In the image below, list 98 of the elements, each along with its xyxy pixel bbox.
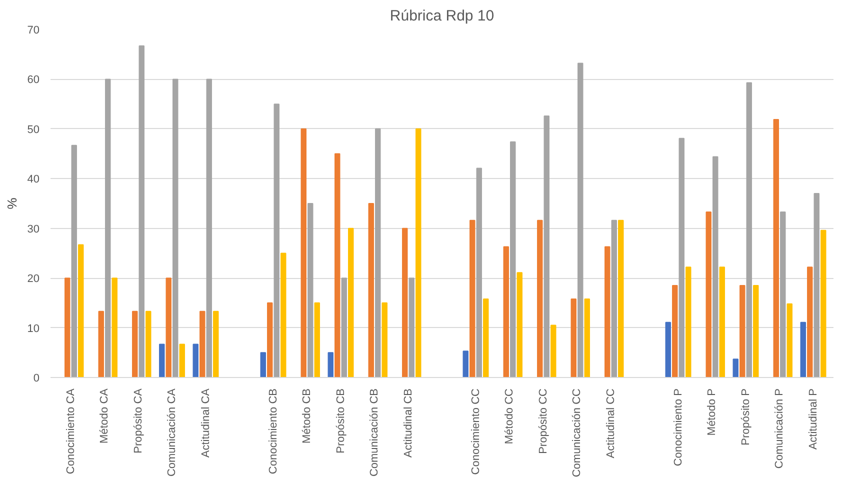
x-tick-label: Comunicación P xyxy=(774,388,786,469)
bar xyxy=(300,128,306,378)
bar xyxy=(408,278,414,378)
bar xyxy=(516,272,522,378)
x-tick-label: Propósito CB xyxy=(334,388,347,454)
x-tick-label: Propósito CA xyxy=(132,388,144,454)
bar xyxy=(274,104,280,378)
bar xyxy=(260,352,266,378)
bar xyxy=(308,203,314,378)
bar xyxy=(213,310,219,378)
bar xyxy=(618,220,624,378)
bar xyxy=(820,230,826,378)
chart-title: Rúbrica Rdp 10 xyxy=(390,8,494,24)
bar xyxy=(786,303,792,378)
bar xyxy=(280,252,286,378)
bar xyxy=(550,324,556,378)
y-tick-label: 60 xyxy=(27,74,40,86)
bar xyxy=(206,78,212,378)
y-tick-label: 70 xyxy=(27,24,40,36)
y-tick-label: 20 xyxy=(27,273,40,286)
bar xyxy=(773,118,779,378)
bar xyxy=(416,128,422,378)
bar xyxy=(328,352,334,378)
bar xyxy=(800,322,806,378)
x-tick-label: Método CC xyxy=(504,388,516,444)
bar xyxy=(746,82,752,378)
y-axis-title: % xyxy=(4,197,20,210)
bar xyxy=(686,266,692,378)
bar xyxy=(172,78,178,378)
bar xyxy=(105,78,111,378)
y-tick-label: 30 xyxy=(27,223,40,236)
bar xyxy=(604,246,610,378)
x-tick-label: Método CA xyxy=(98,388,110,444)
bar xyxy=(476,168,482,378)
bar xyxy=(200,310,206,378)
y-tick-label: 10 xyxy=(27,322,40,335)
bar xyxy=(510,141,516,378)
bar xyxy=(814,193,820,378)
bar xyxy=(706,211,712,378)
bar xyxy=(483,298,489,378)
bar xyxy=(503,246,509,378)
bar xyxy=(584,298,590,378)
x-tick-label: Actitudinal CA xyxy=(200,388,212,458)
bar xyxy=(537,220,543,378)
bar xyxy=(672,285,678,378)
bar xyxy=(166,278,172,378)
x-tick-label: Método CB xyxy=(301,388,313,444)
x-tick-label: Propósito P xyxy=(740,388,752,446)
bar xyxy=(334,153,340,378)
bar xyxy=(368,203,374,378)
bar xyxy=(192,344,198,378)
bar xyxy=(112,278,118,378)
bar xyxy=(132,310,138,378)
bar xyxy=(341,278,347,378)
bar xyxy=(146,310,152,378)
bar xyxy=(314,302,320,378)
bar xyxy=(402,228,408,378)
x-tick-label: Actitudinal CC xyxy=(604,388,617,458)
bar xyxy=(740,285,746,378)
bar xyxy=(719,266,725,378)
x-tick-label: Actitudinal CB xyxy=(402,388,414,458)
y-tick-label: 40 xyxy=(27,174,40,186)
bar xyxy=(159,344,165,378)
bar xyxy=(78,244,84,378)
bar xyxy=(64,278,70,378)
bar xyxy=(732,358,738,378)
bar xyxy=(71,144,77,378)
x-tick-label: Conocimiento CB xyxy=(267,388,280,474)
bar xyxy=(570,298,576,378)
bar xyxy=(780,211,786,378)
bar xyxy=(138,45,144,378)
bar xyxy=(544,116,550,378)
bar xyxy=(665,322,671,378)
x-tick-label: Comunicación CA xyxy=(166,388,178,477)
y-tick-label: 50 xyxy=(27,124,40,136)
bar xyxy=(753,285,759,378)
x-tick-label: Comunicación CB xyxy=(368,388,380,477)
bar xyxy=(611,220,617,378)
bar xyxy=(678,138,684,378)
x-tick-label: Conocimiento CA xyxy=(64,388,77,474)
bar xyxy=(382,302,388,378)
x-tick-label: Conocimiento P xyxy=(672,388,684,466)
bar xyxy=(267,302,273,378)
bar xyxy=(470,220,476,378)
bar xyxy=(375,128,381,378)
x-tick-label: Comunicación CC xyxy=(571,388,583,478)
x-tick-label: Conocimiento CC xyxy=(470,388,482,475)
x-tick-label: Método P xyxy=(706,388,718,436)
bar xyxy=(462,350,468,378)
x-tick-label: Propósito CC xyxy=(537,388,550,454)
bar xyxy=(98,310,104,378)
bar xyxy=(807,266,813,378)
bar xyxy=(578,62,584,378)
y-tick-label: 0 xyxy=(33,372,40,384)
bar xyxy=(179,344,185,378)
bar xyxy=(348,228,354,378)
bar xyxy=(712,156,718,378)
x-tick-label: Actitudinal P xyxy=(807,388,820,450)
